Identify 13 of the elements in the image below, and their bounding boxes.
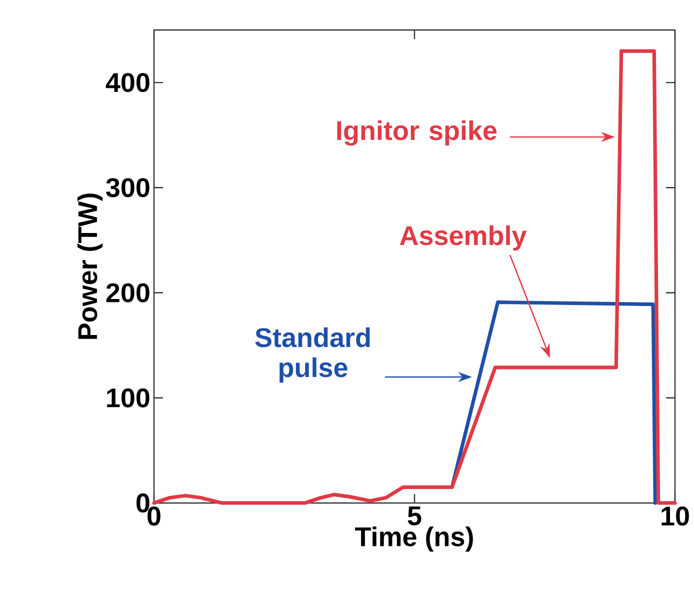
y-tick-label: 300: [106, 178, 150, 198]
y-axis-title: Power (TW): [77, 194, 103, 339]
x-axis-title: Time (ns): [355, 526, 473, 552]
annotation: Standard pulse: [255, 327, 370, 383]
y-tick-label: 0: [136, 493, 150, 513]
line-series: [450, 300, 657, 505]
x-tick-label: 10: [662, 506, 689, 526]
annotation: Ignitor spike: [337, 120, 497, 146]
y-tick-label: 100: [107, 388, 150, 408]
x-tick-label: 5: [408, 506, 422, 526]
y-tick-label: 400: [106, 72, 150, 92]
annotation: Assembly: [400, 225, 527, 251]
y-tick-label: 200: [106, 283, 150, 302]
